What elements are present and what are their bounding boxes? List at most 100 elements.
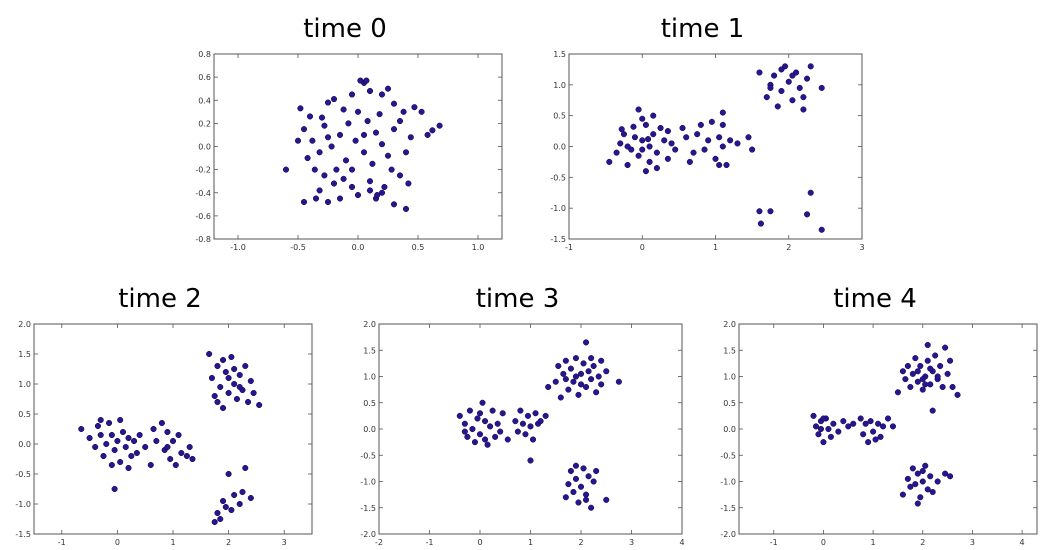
data-point xyxy=(624,161,631,169)
data-point xyxy=(727,137,734,144)
x-tick-label: 1 xyxy=(871,538,876,547)
data-point xyxy=(583,383,590,391)
data-point xyxy=(97,431,104,439)
data-point xyxy=(683,134,690,141)
data-point xyxy=(219,356,227,364)
data-point xyxy=(532,410,539,417)
data-point xyxy=(178,449,185,457)
y-tick-label: 2.0 xyxy=(363,320,376,329)
data-point xyxy=(642,121,649,128)
data-point xyxy=(664,128,671,135)
data-point xyxy=(734,140,741,147)
data-point xyxy=(939,383,946,391)
data-point xyxy=(620,131,627,138)
data-point xyxy=(840,418,847,425)
data-point xyxy=(577,483,585,490)
data-point xyxy=(593,389,600,396)
x-tick-label: 2 xyxy=(578,538,583,547)
data-point xyxy=(800,106,807,113)
data-point xyxy=(378,189,386,196)
data-point xyxy=(929,407,936,414)
y-tick-label: 0.0 xyxy=(553,143,566,152)
data-point xyxy=(519,420,526,427)
data-point xyxy=(778,66,785,73)
data-point xyxy=(889,423,897,430)
data-point xyxy=(236,383,243,391)
data-point xyxy=(360,149,368,156)
data-point xyxy=(366,178,374,185)
x-tick-label: -1 xyxy=(58,538,66,547)
data-point xyxy=(719,109,726,116)
data-point xyxy=(169,437,177,445)
data-point xyxy=(924,486,931,493)
data-point xyxy=(357,77,364,84)
data-point xyxy=(150,425,157,433)
data-point xyxy=(233,395,240,403)
panel-title: time 4 xyxy=(833,284,917,314)
data-point xyxy=(583,339,590,346)
data-point xyxy=(934,478,941,485)
data-point xyxy=(580,465,587,472)
data-point xyxy=(222,503,229,511)
data-point xyxy=(904,475,911,482)
data-point xyxy=(324,198,332,206)
data-point xyxy=(653,149,660,156)
data-point xyxy=(461,428,468,435)
data-point xyxy=(590,478,597,485)
data-point xyxy=(378,91,386,98)
data-point xyxy=(723,161,730,169)
data-point xyxy=(324,134,332,141)
x-tick-label: 0.0 xyxy=(352,243,365,252)
data-point xyxy=(527,457,534,464)
data-point xyxy=(860,431,867,438)
plot-frame xyxy=(568,53,863,240)
data-point xyxy=(944,370,951,377)
data-point xyxy=(228,353,235,361)
data-point xyxy=(348,183,356,191)
data-point xyxy=(639,146,646,153)
data-point xyxy=(390,201,398,208)
data-point xyxy=(919,376,926,383)
data-point xyxy=(342,157,350,164)
data-point xyxy=(348,166,356,173)
data-point xyxy=(909,370,916,377)
data-point xyxy=(712,155,719,162)
data-point xyxy=(225,389,232,397)
data-point xyxy=(482,436,489,443)
x-tick-label: 3 xyxy=(859,243,864,252)
data-point xyxy=(635,106,642,113)
plot-frame xyxy=(213,53,503,240)
data-point xyxy=(830,420,837,427)
data-point xyxy=(635,152,642,159)
data-point xyxy=(771,72,778,79)
data-point xyxy=(117,458,124,466)
data-point xyxy=(225,470,232,478)
data-point xyxy=(469,425,476,433)
data-point xyxy=(899,491,906,498)
data-point xyxy=(366,87,374,95)
data-point xyxy=(282,166,290,173)
y-tick-label: 0.0 xyxy=(363,425,376,434)
data-point xyxy=(914,470,921,477)
data-point xyxy=(919,467,926,475)
data-point xyxy=(108,461,115,469)
data-point xyxy=(167,455,174,463)
data-point xyxy=(476,410,484,417)
data-point xyxy=(222,368,229,376)
data-point xyxy=(111,485,118,493)
data-point xyxy=(572,475,579,482)
data-point xyxy=(567,467,574,475)
data-point xyxy=(922,381,929,388)
data-point xyxy=(672,146,679,153)
data-point xyxy=(565,481,572,488)
data-point xyxy=(527,423,534,430)
data-point xyxy=(825,425,832,433)
y-tick-label: 0.6 xyxy=(198,73,211,82)
data-point xyxy=(907,483,914,490)
y-tick-label: -0.5 xyxy=(15,470,31,479)
y-tick-label: 1.5 xyxy=(553,50,566,59)
data-point xyxy=(92,443,99,451)
data-point xyxy=(909,465,916,472)
data-point xyxy=(857,415,864,422)
data-point xyxy=(522,431,529,438)
